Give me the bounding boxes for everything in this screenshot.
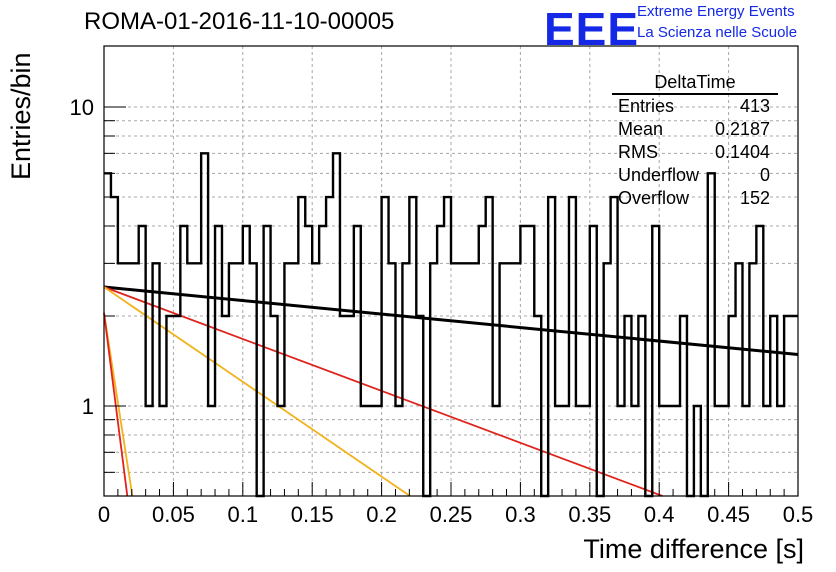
x-tick-label: 0.45 (707, 502, 750, 527)
x-tick-label: 0 (98, 502, 110, 527)
stats-value: 0.2187 (714, 119, 770, 139)
x-axis-label: Time difference [s] (583, 534, 804, 564)
tick-labels: 0 0.05 0.1 0.15 0.2 0.25 0.3 0.35 0.4 0.45 0.5 1 10 (70, 95, 814, 527)
x-tick-label: 0.3 (505, 502, 536, 527)
stats-value: 0 (759, 165, 770, 185)
stats-label: RMS (618, 142, 658, 162)
fit-curve (103, 286, 663, 497)
x-tick-label: 0.05 (152, 502, 195, 527)
x-tick-label: 0.4 (644, 502, 675, 527)
logo-line-1: Extreme Energy Events (637, 3, 795, 20)
stats-title: DeltaTime (612, 72, 778, 95)
eee-logo-mark: EEE (544, 3, 640, 55)
fit-curve (103, 312, 129, 497)
x-tick-label: 0.2 (366, 502, 397, 527)
stats-label: Underflow (618, 165, 700, 185)
x-tick-label: 0.25 (430, 502, 473, 527)
stats-row: Mean 0.2187 (612, 118, 778, 141)
stats-row: Overflow 152 (612, 187, 778, 210)
x-tick-label: 0.35 (568, 502, 611, 527)
fit-curve (103, 285, 799, 357)
stats-row: Underflow 0 (612, 164, 778, 187)
x-tick-label: 0.1 (228, 502, 259, 527)
x-tick-label: 0.5 (783, 502, 814, 527)
y-axis-label: Entries/bin (6, 52, 36, 180)
stats-label: Overflow (618, 188, 690, 208)
y-tick-label: 1 (82, 394, 94, 419)
x-tick-label: 0.15 (291, 502, 334, 527)
stats-value: 413 (739, 96, 770, 116)
stats-value: 0.1404 (714, 142, 770, 162)
stats-row: RMS 0.1404 (612, 141, 778, 164)
stats-label: Mean (618, 119, 664, 139)
axis-ticks (103, 106, 799, 497)
histogram-line (104, 152, 798, 498)
logo-line-2: La Scienza nelle Scuole (637, 24, 798, 41)
y-tick-label: 10 (70, 95, 94, 120)
stats-row: Entries 413 (612, 95, 778, 118)
stats-label: Entries (618, 96, 675, 116)
chart-title: ROMA-01-2016-11-10-00005 (84, 8, 395, 35)
stats-box: DeltaTime Entries 413 Mean 0.2187 RMS 0.140… (612, 72, 778, 210)
stats-value: 152 (739, 188, 770, 208)
